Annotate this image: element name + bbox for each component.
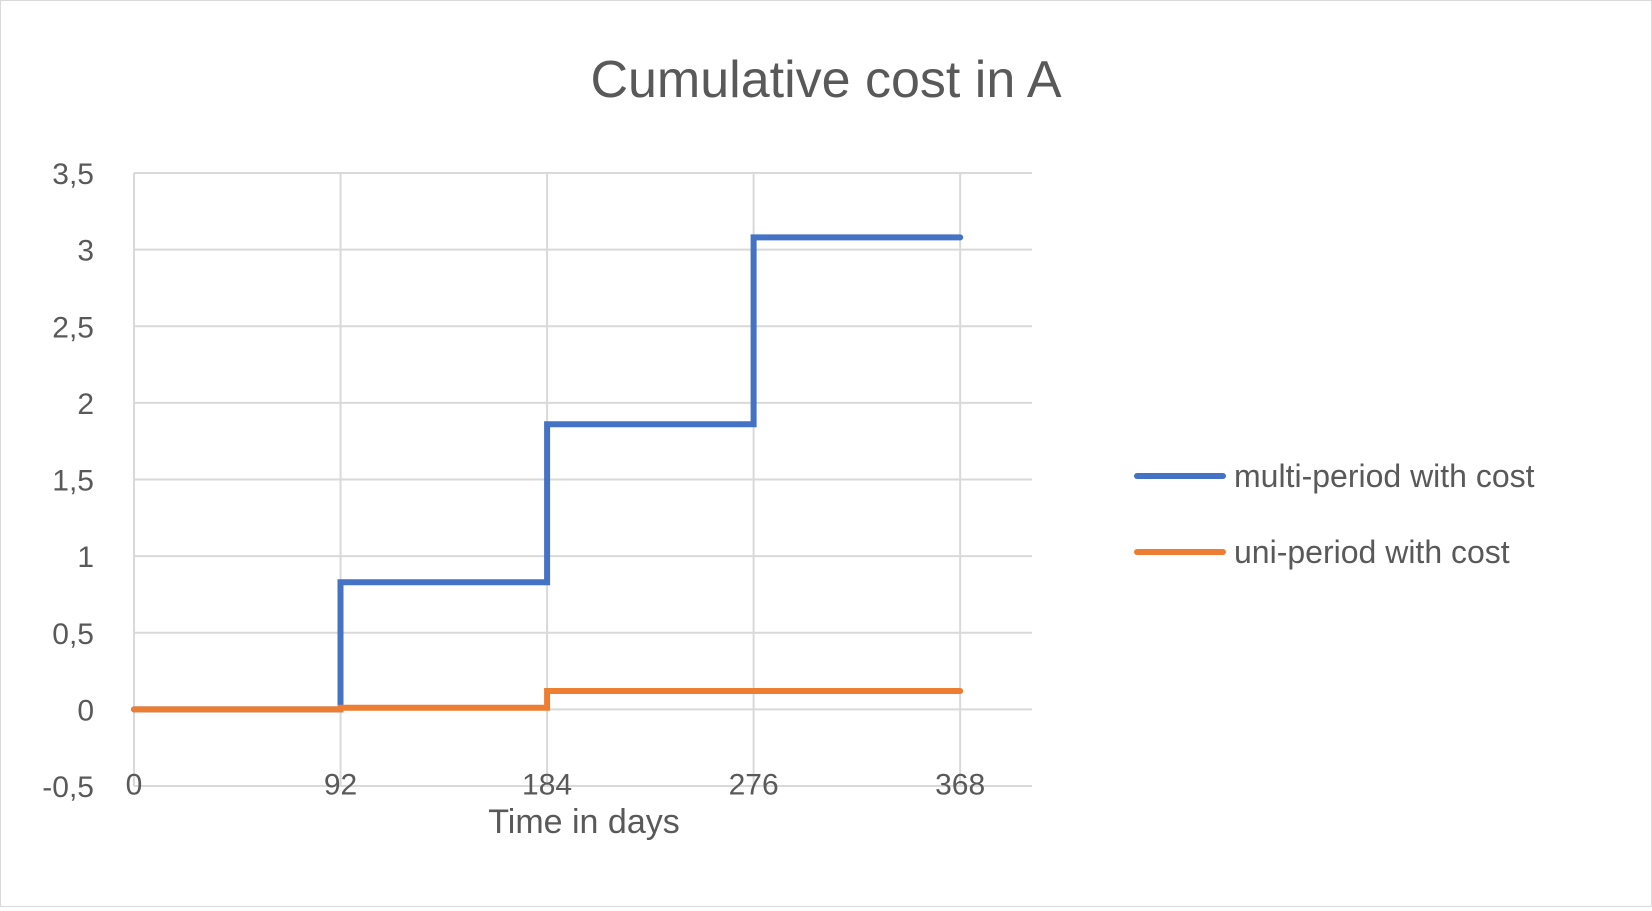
x-tick-label: 0 [126, 768, 143, 801]
y-tick-label: 3 [77, 235, 94, 268]
chart-title: Cumulative cost in A [590, 51, 1061, 109]
y-tick-label: 1 [77, 541, 94, 574]
x-tick-label: 92 [324, 768, 357, 801]
y-tick-label: 1,5 [52, 465, 94, 498]
legend-label: uni-period with cost [1234, 534, 1510, 570]
y-tick-label: 0,5 [52, 618, 94, 651]
legend: multi-period with cost uni-period with co… [1134, 458, 1535, 570]
y-tick-label: 2,5 [52, 311, 94, 344]
legend-label: multi-period with cost [1234, 458, 1535, 494]
series-line-0 [131, 234, 964, 713]
y-tick-label: -0,5 [42, 771, 94, 804]
series-layer [131, 234, 964, 713]
x-axis-label: Time in days [488, 803, 679, 841]
x-tick-label: 276 [729, 768, 779, 801]
x-tick-label: 368 [935, 768, 985, 801]
x-tick-label: 184 [522, 768, 572, 801]
y-tick-label: 3,5 [52, 158, 94, 191]
y-tick-label: 0 [77, 694, 94, 727]
grid-layer [133, 172, 1032, 787]
y-tick-label: 2 [77, 388, 94, 421]
tick-layer: -0,5 0 0,5 1 1,5 2 2,5 3 3,5 0 92 184 276 368 [42, 158, 985, 804]
series-line-1 [131, 688, 964, 713]
